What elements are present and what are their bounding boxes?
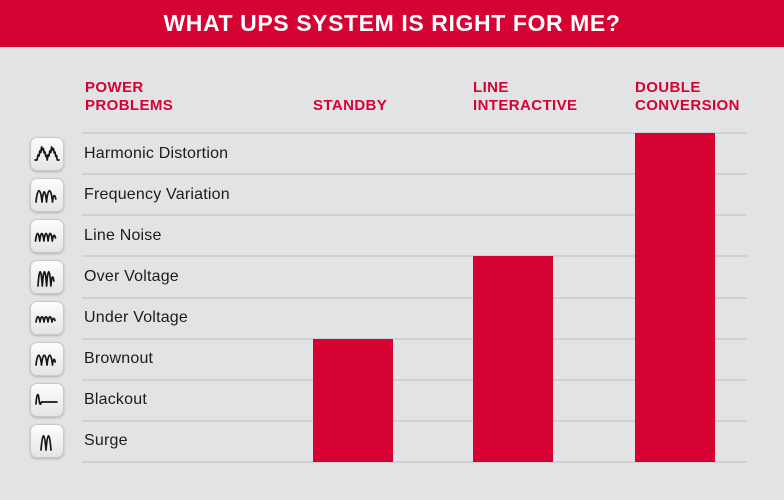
row-frequency-variation: Frequency Variation	[0, 174, 784, 215]
row-under-voltage: Under Voltage	[0, 298, 784, 339]
row-surge: Surge	[0, 421, 784, 462]
row-label: Line Noise	[84, 226, 162, 244]
column-header-line-interactive: LINE INTERACTIVE	[473, 79, 578, 114]
column-header-standby: STANDBY	[313, 97, 388, 114]
row-label: Brownout	[84, 350, 154, 368]
under-voltage-wave-icon	[30, 301, 64, 336]
row-harmonic-distortion: Harmonic Distortion	[0, 133, 784, 174]
line-noise-wave-icon	[30, 218, 64, 253]
bar-double-conversion	[635, 133, 715, 462]
row-label: Blackout	[84, 391, 147, 409]
row-label: Frequency Variation	[84, 185, 230, 203]
frequency-variation-wave-icon	[30, 177, 64, 212]
brownout-wave-icon	[30, 342, 64, 377]
banner-title: WHAT UPS SYSTEM IS RIGHT FOR ME?	[163, 10, 621, 36]
row-brownout: Brownout	[0, 339, 784, 380]
row-label: Harmonic Distortion	[84, 144, 229, 162]
bar-line-interactive	[473, 256, 553, 462]
column-header-double-conversion: DOUBLE CONVERSION	[635, 79, 740, 114]
over-voltage-wave-icon	[30, 259, 64, 294]
row-blackout: Blackout	[0, 380, 784, 421]
blackout-wave-icon	[30, 383, 64, 418]
row-line-noise: Line Noise	[0, 215, 784, 256]
row-label: Under Voltage	[84, 309, 189, 327]
bar-standby	[313, 338, 393, 462]
chart-area: Harmonic Distortion Frequency Variation …	[0, 132, 784, 463]
banner: WHAT UPS SYSTEM IS RIGHT FOR ME?	[0, 0, 784, 47]
row-label: Surge	[84, 432, 128, 450]
harmonic-distortion-wave-icon	[30, 136, 64, 171]
column-header-power-problems: POWER PROBLEMS	[85, 79, 174, 114]
row-over-voltage: Over Voltage	[0, 256, 784, 297]
row-label: Over Voltage	[84, 267, 179, 285]
surge-wave-icon	[30, 424, 64, 459]
